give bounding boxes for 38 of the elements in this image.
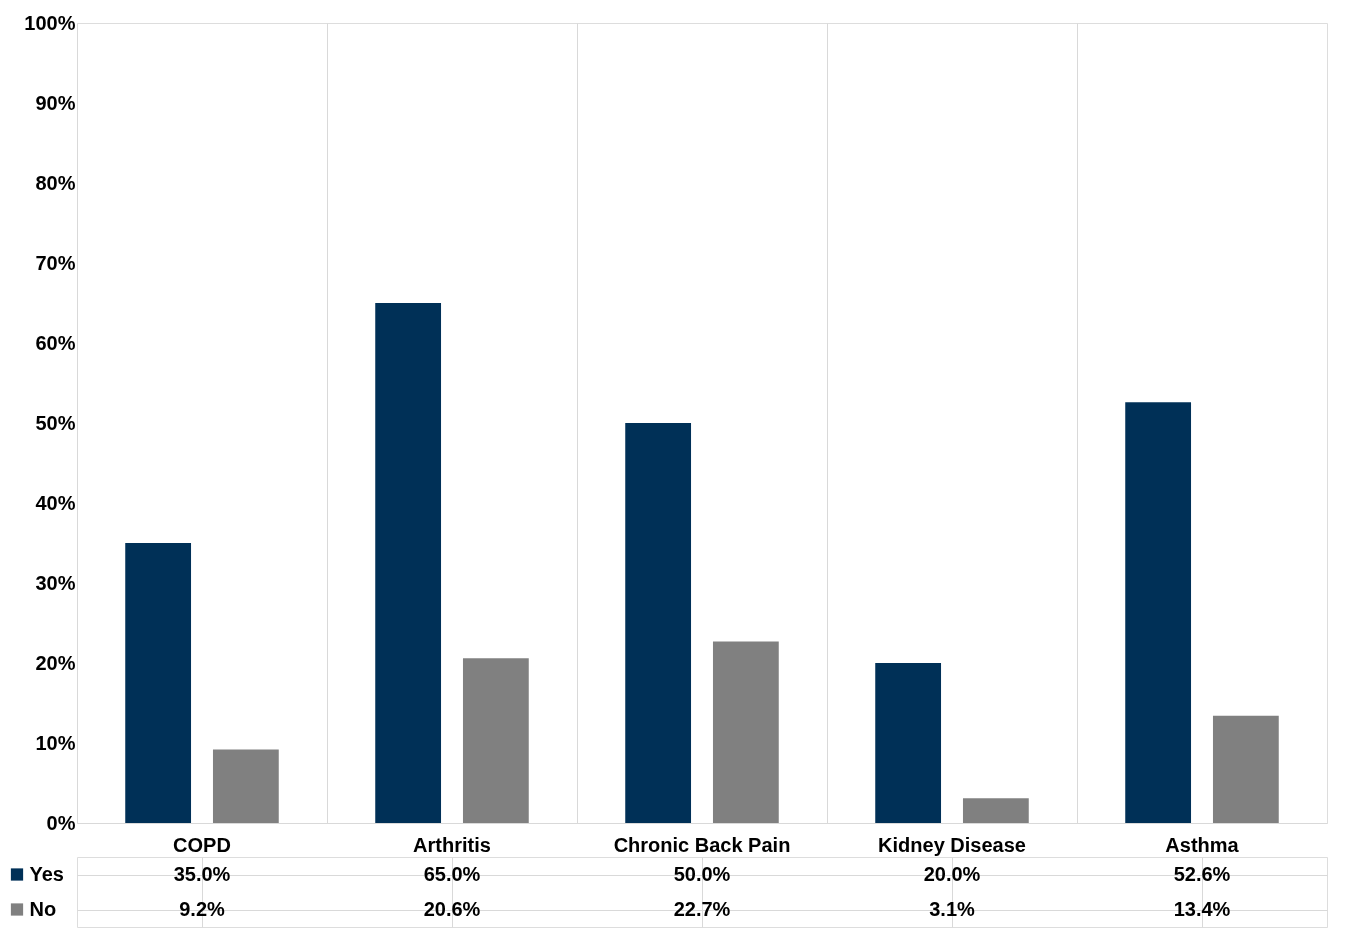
x-tick-label: Asthma [1165, 833, 1240, 856]
x-tick-label: Kidney Disease [878, 833, 1026, 856]
bar [625, 423, 692, 823]
legend-label: No [29, 898, 57, 920]
bar [875, 663, 942, 823]
y-tick-label: 70% [35, 251, 76, 274]
data-label: 3.1% [929, 897, 976, 920]
legend-label: Yes [29, 863, 64, 885]
data-label: 65.0% [423, 862, 481, 885]
bar [712, 641, 779, 823]
data-label: 50.0% [673, 862, 731, 885]
y-tick-label: 100% [24, 11, 76, 34]
y-tick-label: 30% [35, 571, 76, 594]
data-label: 52.6% [1173, 862, 1231, 885]
y-tick-label: 50% [35, 411, 76, 434]
data-label: 20.0% [923, 862, 981, 885]
y-tick-label: 40% [35, 491, 76, 514]
bar [375, 303, 442, 823]
bar [1125, 402, 1192, 823]
y-tick-label: 60% [35, 331, 76, 354]
y-tick-label: 80% [35, 171, 76, 194]
bar [125, 543, 192, 823]
bar [1212, 715, 1279, 823]
data-label: 20.6% [423, 897, 481, 920]
data-label: 35.0% [173, 862, 231, 885]
bar [212, 749, 279, 823]
x-tick-label: Arthritis [413, 833, 491, 856]
bar [462, 658, 529, 823]
data-label: 9.2% [179, 897, 226, 920]
data-label: 13.4% [1173, 897, 1231, 920]
y-tick-label: 90% [35, 91, 76, 114]
x-tick-label: COPD [173, 833, 231, 856]
y-tick-label: 10% [35, 731, 76, 754]
data-label: 22.7% [673, 897, 731, 920]
y-tick-label: 20% [35, 651, 76, 674]
bar [962, 798, 1029, 823]
y-tick-label: 0% [46, 811, 76, 834]
x-tick-label: Chronic Back Pain [613, 833, 791, 856]
